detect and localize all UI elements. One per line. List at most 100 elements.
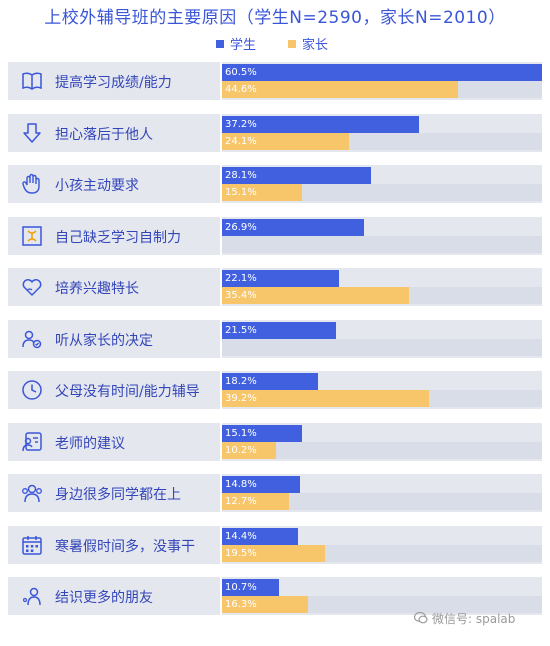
category-label: 自己缺乏学习自制力 xyxy=(55,230,181,246)
row-separator xyxy=(220,217,222,255)
category-label: 小孩主动要求 xyxy=(55,178,139,194)
chart-title: 上校外辅导班的主要原因（学生N=2590，家长N=2010） xyxy=(44,8,506,28)
category-label-box: 听从家长的决定 xyxy=(8,320,220,358)
hand-icon xyxy=(20,172,44,196)
legend-label-parent: 家长 xyxy=(302,38,329,53)
parent-child-icon xyxy=(20,327,44,351)
chart-row: 提高学习成绩/能力 60.5% 44.6% xyxy=(8,62,542,100)
bar-parent xyxy=(222,287,409,304)
row-separator xyxy=(220,371,222,409)
bar-parent xyxy=(222,442,276,459)
category-label: 提高学习成绩/能力 xyxy=(55,75,172,91)
bar-parent xyxy=(222,133,349,150)
bar-student xyxy=(222,219,364,236)
book-icon xyxy=(20,69,44,93)
bar-student xyxy=(222,116,419,133)
category-label-box: 身边很多同学都在上 xyxy=(8,474,220,512)
data-label-student: 10.7% xyxy=(225,582,257,593)
data-label-student: 26.9% xyxy=(225,222,257,233)
category-label-box: 培养兴趣特长 xyxy=(8,268,220,306)
bar-track xyxy=(222,184,542,201)
bar-parent xyxy=(222,545,325,562)
data-label-student: 22.1% xyxy=(225,273,257,284)
bar-student xyxy=(222,425,302,442)
wechat-icon xyxy=(413,611,428,625)
category-label: 担心落后于他人 xyxy=(55,127,153,143)
friends-icon xyxy=(20,584,44,608)
row-separator xyxy=(220,165,222,203)
bar-student xyxy=(222,579,279,596)
bar-student xyxy=(222,373,318,390)
calendar-icon xyxy=(20,533,44,557)
data-label-parent: 12.7% xyxy=(225,496,257,507)
category-label-box: 担心落后于他人 xyxy=(8,114,220,152)
category-label-box: 父母没有时间/能力辅导 xyxy=(8,371,220,409)
category-label-box: 结识更多的朋友 xyxy=(8,577,220,615)
legend-swatch-parent xyxy=(288,40,296,48)
data-label-parent: 24.1% xyxy=(225,136,257,147)
data-label-parent: 44.6% xyxy=(225,84,257,95)
chart-row: 寒暑假时间多，没事干 14.4% 19.5% xyxy=(8,526,542,564)
chart-row: 听从家长的决定 21.5% xyxy=(8,320,542,358)
data-label-student: 14.8% xyxy=(225,479,257,490)
clock-icon xyxy=(20,378,44,402)
category-label-box: 寒暑假时间多，没事干 xyxy=(8,526,220,564)
category-label-box: 小孩主动要求 xyxy=(8,165,220,203)
self-discipline-icon xyxy=(20,224,44,248)
data-label-parent: 35.4% xyxy=(225,290,257,301)
row-separator xyxy=(220,423,222,461)
teacher-icon xyxy=(20,430,44,454)
watermark-text: 微信号: spalab xyxy=(432,612,516,626)
category-label: 培养兴趣特长 xyxy=(55,281,139,297)
row-separator xyxy=(220,62,222,100)
bar-student xyxy=(222,528,298,545)
category-label: 寒暑假时间多，没事干 xyxy=(55,539,195,555)
category-label-box: 自己缺乏学习自制力 xyxy=(8,217,220,255)
chart-row: 担心落后于他人 37.2% 24.1% xyxy=(8,114,542,152)
chart-row: 身边很多同学都在上 14.8% 12.7% xyxy=(8,474,542,512)
row-separator xyxy=(220,268,222,306)
chart-row: 培养兴趣特长 22.1% 35.4% xyxy=(8,268,542,306)
category-label: 父母没有时间/能力辅导 xyxy=(55,384,200,400)
bar-student xyxy=(222,476,300,493)
bar-track xyxy=(222,442,542,459)
bar-track xyxy=(222,493,542,510)
group-icon xyxy=(20,481,44,505)
row-separator xyxy=(220,320,222,358)
bar-parent xyxy=(222,390,429,407)
category-label-box: 提高学习成绩/能力 xyxy=(8,62,220,100)
bar-student xyxy=(222,322,336,339)
legend-swatch-student xyxy=(216,40,224,48)
chart-row: 自己缺乏学习自制力 26.9% xyxy=(8,217,542,255)
data-label-parent: 15.1% xyxy=(225,187,257,198)
category-label: 听从家长的决定 xyxy=(55,333,153,349)
chart-row: 老师的建议 15.1% 10.2% xyxy=(8,423,542,461)
legend-item-student: 学生 xyxy=(216,34,256,53)
category-label: 结识更多的朋友 xyxy=(55,590,153,606)
chart-row: 父母没有时间/能力辅导 18.2% 39.2% xyxy=(8,371,542,409)
category-label-box: 老师的建议 xyxy=(8,423,220,461)
bar-parent xyxy=(222,596,308,613)
bar-parent xyxy=(222,493,289,510)
row-separator xyxy=(220,474,222,512)
bar-student xyxy=(222,64,542,81)
data-label-student: 15.1% xyxy=(225,428,257,439)
row-separator xyxy=(220,114,222,152)
data-label-student: 21.5% xyxy=(225,325,257,336)
bar-parent xyxy=(222,184,302,201)
data-label-parent: 19.5% xyxy=(225,548,257,559)
data-label-student: 14.4% xyxy=(225,531,257,542)
legend-item-parent: 家长 xyxy=(288,34,328,53)
bar-student xyxy=(222,167,371,184)
bar-student xyxy=(222,270,339,287)
data-label-student: 28.1% xyxy=(225,170,257,181)
data-label-student: 18.2% xyxy=(225,376,257,387)
watermark: 微信号: spalab xyxy=(413,610,516,627)
row-separator xyxy=(220,577,222,615)
chart-row: 结识更多的朋友 10.7% 16.3% xyxy=(8,577,542,615)
category-label: 老师的建议 xyxy=(55,436,125,452)
data-label-parent: 16.3% xyxy=(225,599,257,610)
heart-icon xyxy=(20,275,44,299)
row-separator xyxy=(220,526,222,564)
data-label-student: 60.5% xyxy=(225,67,257,78)
